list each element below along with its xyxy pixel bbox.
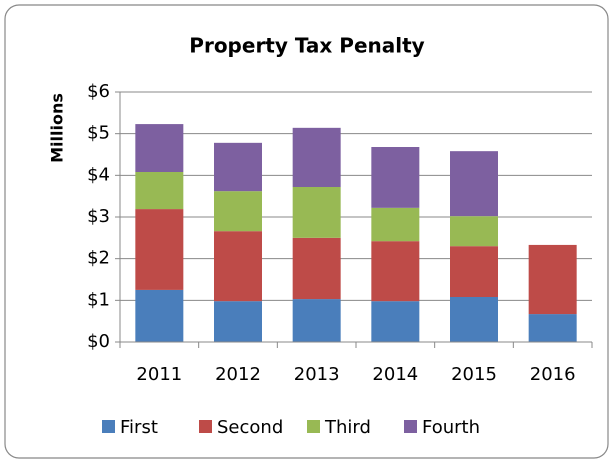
bar-segment [450, 216, 498, 247]
legend-label: Second [217, 417, 283, 438]
y-tick-label: $0 [87, 331, 110, 352]
x-tick-label: 2015 [451, 364, 497, 385]
legend-swatch [199, 420, 212, 433]
y-tick-label: $5 [87, 123, 110, 144]
legend-label: Fourth [422, 417, 480, 438]
bar-segment [135, 124, 184, 172]
y-axis-label: Millions [48, 93, 67, 163]
bar-segment [214, 301, 262, 342]
bar-segment [214, 142, 262, 192]
x-tick-label: 2014 [372, 364, 418, 385]
bar-segment [528, 314, 577, 342]
bar-segment [135, 172, 184, 210]
bar-segment [292, 127, 341, 187]
bar-segment [450, 151, 498, 217]
legend-label: Third [324, 417, 371, 438]
bar-segment [528, 244, 577, 315]
legend-swatch [307, 420, 320, 433]
y-tick-label: $2 [87, 248, 110, 269]
bar-segment [214, 191, 262, 232]
bar-segment [371, 301, 420, 342]
bar-segment [450, 297, 498, 342]
chart-title: Property Tax Penalty [189, 34, 424, 58]
legend-swatch [102, 420, 115, 433]
bar-segment [292, 187, 341, 238]
x-tick-label: 2011 [136, 364, 182, 385]
bar-segment [371, 207, 420, 242]
bar-segment [135, 209, 184, 290]
y-tick-label: $1 [87, 289, 110, 310]
bar-segment [371, 241, 420, 302]
x-tick-label: 2012 [215, 364, 261, 385]
bar-segment [371, 147, 420, 208]
y-tick-label: $3 [87, 206, 110, 227]
x-tick-label: 2016 [530, 364, 576, 385]
x-tick-label: 2013 [294, 364, 340, 385]
bar-segment [450, 246, 498, 297]
bar-segment [135, 289, 184, 342]
legend-swatch [404, 420, 417, 433]
bar-segment [214, 231, 262, 302]
bar-segment [292, 237, 341, 300]
bar-segment [292, 299, 341, 342]
y-tick-label: $4 [87, 164, 110, 185]
legend-label: First [120, 417, 158, 438]
y-tick-label: $6 [87, 81, 110, 102]
